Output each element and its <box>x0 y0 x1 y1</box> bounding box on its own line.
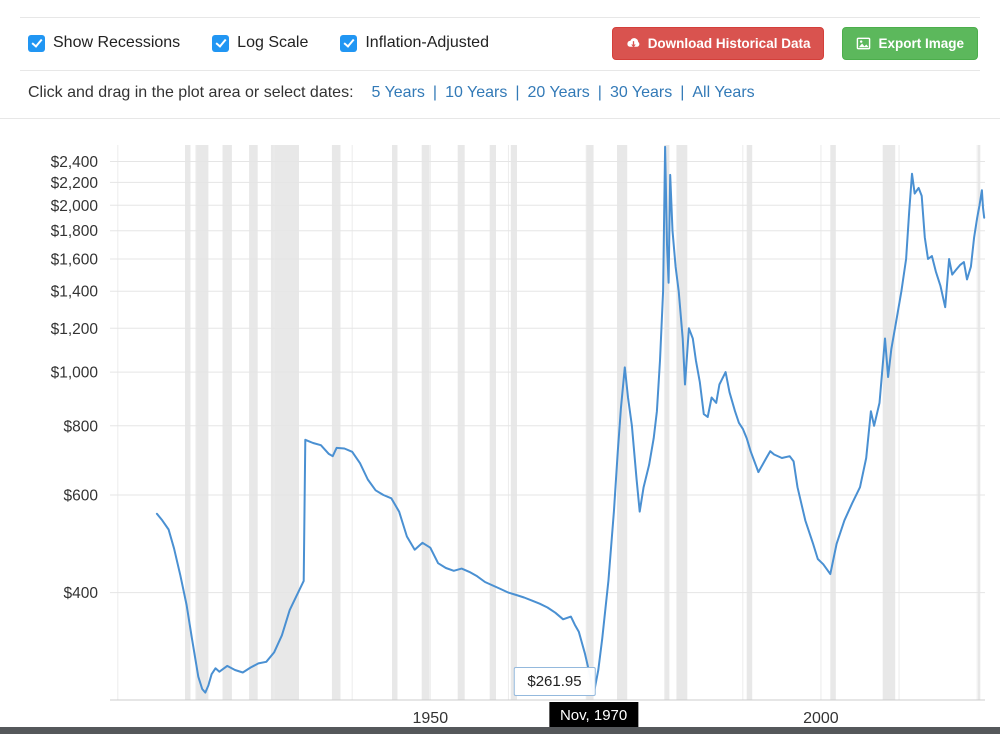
price-line-series <box>155 145 986 696</box>
range-link-10-years[interactable]: 10 Years <box>445 84 508 101</box>
checked-checkbox-icon[interactable] <box>28 34 45 52</box>
separator: | <box>515 84 520 101</box>
y-axis-label: $600 <box>64 488 99 505</box>
download-historical-data-button[interactable]: Download Historical Data <box>611 26 825 60</box>
y-axis-label: $400 <box>64 585 99 602</box>
range-link-all-years[interactable]: All Years <box>692 84 755 101</box>
export-image-button[interactable]: Export Image <box>842 26 978 60</box>
recession-band <box>664 145 670 700</box>
y-axis-label: $1,600 <box>51 252 99 269</box>
recession-band <box>185 145 191 700</box>
recession-band <box>585 145 594 700</box>
separator: | <box>680 84 685 101</box>
log-scale-label: Log Scale <box>237 34 309 51</box>
y-axis-label: $2,200 <box>51 175 99 192</box>
range-link-5-years[interactable]: 5 Years <box>371 84 425 101</box>
recession-band <box>882 145 896 700</box>
export-button-label: Export Image <box>878 35 964 51</box>
crosshair-date-label: Nov, 1970 <box>548 702 639 729</box>
separator: | <box>432 84 438 101</box>
show-recessions-label: Show Recessions <box>53 34 181 51</box>
y-axis-label: $1,400 <box>51 284 99 301</box>
cloud-download-icon <box>626 36 641 51</box>
chart-options-toolbar: Show Recessions Log Scale Inflation-Adju… <box>28 20 978 66</box>
checked-checkbox-icon[interactable] <box>212 34 230 52</box>
recession-band <box>489 145 496 700</box>
top-divider <box>20 17 980 18</box>
x-axis-label: 1950 <box>413 710 449 727</box>
y-axis-label: $1,200 <box>51 321 99 338</box>
gold-price-chart[interactable]: $400 $600 $800 $1,000 $1,200 $1,400 $1,600 $1,8… <box>0 118 1000 734</box>
recession-band <box>978 145 981 700</box>
inflation-adjusted-checkbox[interactable]: Inflation-Adjusted <box>340 34 489 52</box>
recession-band <box>195 145 209 700</box>
recession-band <box>830 145 836 700</box>
recession-band <box>421 145 430 700</box>
recession-band <box>676 145 688 700</box>
checked-checkbox-icon[interactable] <box>340 34 358 52</box>
recession-band <box>457 145 465 700</box>
log-scale-checkbox[interactable]: Log Scale <box>212 34 308 52</box>
y-axis-label: $800 <box>64 418 99 435</box>
toolbar-divider <box>20 70 980 71</box>
show-recessions-checkbox[interactable]: Show Recessions <box>28 34 180 52</box>
y-axis-label: $2,000 <box>51 198 99 215</box>
inflation-adjusted-label: Inflation-Adjusted <box>365 34 489 51</box>
image-icon <box>856 36 871 51</box>
crosshair-date-text: Nov, 1970 <box>559 707 628 724</box>
recession-band <box>746 145 753 700</box>
recession-band <box>249 145 258 700</box>
recession-band <box>510 145 517 700</box>
download-button-label: Download Historical Data <box>647 35 811 51</box>
recession-band <box>392 145 398 700</box>
range-link-20-years[interactable]: 20 Years <box>527 84 590 101</box>
y-axis-label: $1,000 <box>51 365 99 382</box>
recession-band <box>222 145 232 700</box>
separator: | <box>597 84 602 101</box>
recession-band <box>270 145 299 700</box>
x-axis-label: 2000 <box>803 710 839 727</box>
recession-band <box>331 145 341 700</box>
chart-top-divider <box>0 118 1000 119</box>
recession-band <box>617 145 628 700</box>
tooltip: $261.95 <box>513 667 596 697</box>
y-axis-label: $1,800 <box>51 223 99 240</box>
y-axis-label: $2,400 <box>51 154 99 171</box>
table-header-edge <box>0 727 1000 734</box>
range-links: 5 Years | 10 Years | 20 Years | 30 Years | All Y… <box>366 84 761 102</box>
chart-area[interactable]: $400 $600 $800 $1,000 $1,200 $1,400 $1,600 $1,8… <box>0 118 1000 734</box>
range-selector-prompt: Click and drag in the plot area or selec… <box>28 84 354 101</box>
range-link-30-years[interactable]: 30 Years <box>609 84 673 101</box>
date-range-selector: Click and drag in the plot area or selec… <box>28 84 761 102</box>
tooltip-value: $261.95 <box>527 673 582 691</box>
